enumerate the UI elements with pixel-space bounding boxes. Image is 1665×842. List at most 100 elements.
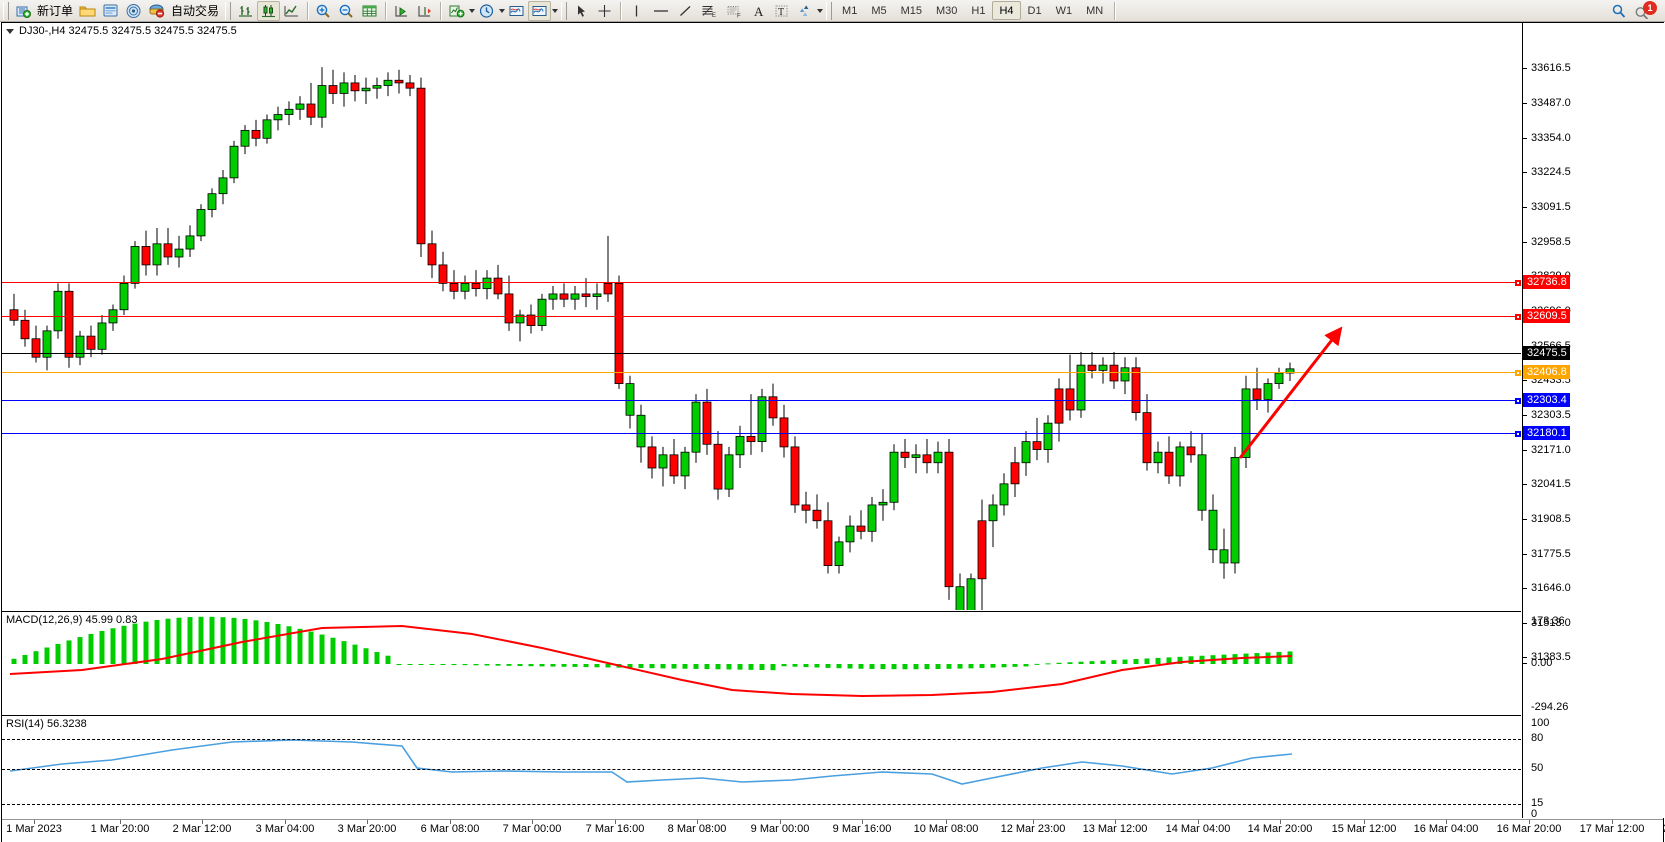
price-line-handle[interactable] [1515, 431, 1521, 437]
price-tag-resistance[interactable]: 32736.8 [1523, 275, 1570, 289]
candlestick [383, 72, 393, 97]
trendline-icon[interactable] [674, 1, 697, 21]
timeframe-m30[interactable]: M30 [936, 4, 958, 17]
vline-icon[interactable] [625, 1, 648, 21]
candlestick [1263, 378, 1273, 413]
line-chart-icon[interactable] [280, 1, 303, 21]
time-tick-label: 3 Mar 04:00 [255, 823, 315, 835]
data-window-icon[interactable] [358, 1, 381, 21]
add-indicator-dropdown-icon[interactable] [469, 8, 476, 13]
candlestick [20, 309, 30, 347]
period-icon[interactable] [475, 1, 498, 21]
timeframe-m1[interactable]: M1 [842, 4, 858, 17]
text-block-icon[interactable]: F [722, 1, 747, 21]
candlestick [735, 425, 745, 469]
macd-histogram-bar [814, 664, 820, 668]
macd-histogram-bar [11, 658, 17, 664]
objects-icon[interactable] [793, 1, 816, 21]
time-tick-mark [1529, 820, 1530, 824]
auto-trading-icon[interactable] [145, 1, 168, 21]
auto-trading-button[interactable]: 自动交易 [171, 4, 220, 18]
timeframe-h4[interactable]: H4 [992, 1, 1021, 20]
price-pane[interactable]: DJ30-,H4 32475.5 32475.5 32475.5 32475.5 [2, 23, 1521, 610]
folder-icon[interactable] [76, 1, 99, 21]
price-tag-resistance[interactable]: 32609.5 [1523, 309, 1570, 323]
timeframe-d1[interactable]: D1 [1027, 4, 1042, 17]
price-tag-current-price[interactable]: 32475.5 [1523, 346, 1570, 360]
price-tag-support[interactable]: 32303.4 [1523, 393, 1570, 407]
time-axis[interactable]: 1 Mar 2023 1 Mar 20:00 2 Mar 12:00 3 Mar 04… [2, 819, 1665, 842]
zoom-in-icon[interactable] [312, 1, 335, 21]
hline-icon[interactable] [648, 1, 674, 21]
templates-active-icon[interactable] [528, 0, 552, 21]
period-dropdown-icon[interactable] [499, 8, 506, 13]
chart-shift-icon[interactable] [413, 1, 436, 21]
timeframe-m15[interactable]: M15 [900, 4, 922, 17]
macd-histogram-bar [1276, 651, 1282, 664]
search-icon[interactable] [1607, 1, 1631, 21]
candlestick-chart-icon[interactable] [257, 0, 281, 21]
price-line-resistance[interactable] [2, 314, 1521, 320]
price-tick-mark [1523, 588, 1527, 589]
timeframe-m5[interactable]: M5 [871, 4, 887, 17]
price-line-handle[interactable] [1515, 280, 1521, 286]
price-line-support[interactable] [2, 398, 1521, 404]
price-tick-label: 33091.5 [1531, 201, 1571, 213]
templates-dropdown-icon[interactable] [552, 8, 559, 13]
candlestick [944, 438, 954, 600]
rsi-tick-label: 100 [1531, 717, 1550, 729]
auto-scroll-icon[interactable] [390, 1, 413, 21]
add-indicator-icon[interactable] [445, 1, 468, 21]
price-line-handle[interactable] [1515, 370, 1521, 376]
price-line-handle[interactable] [1515, 314, 1521, 320]
price-tag-support[interactable]: 32180.1 [1523, 426, 1570, 440]
price-tick-label: 31646.0 [1531, 582, 1571, 594]
price-line-current-price[interactable] [2, 353, 1521, 354]
timeframe-mn[interactable]: MN [1086, 4, 1104, 17]
macd-pane[interactable]: MACD(12,26,9) 45.99 0.83 [2, 611, 1521, 714]
candlestick [273, 106, 283, 131]
toolbar-separator-5 [1114, 1, 1116, 20]
candlestick [427, 230, 437, 279]
price-line-handle[interactable] [1515, 398, 1521, 404]
new-order-icon[interactable] [12, 1, 34, 21]
macd-histogram-bar [473, 664, 479, 666]
objects-dropdown-icon[interactable] [817, 8, 824, 13]
toolbar-grip-4[interactable] [826, 1, 833, 20]
price-tag-pivot[interactable]: 32406.8 [1523, 365, 1570, 379]
price-line-support[interactable] [2, 431, 1521, 437]
fibonacci-icon[interactable]: E [697, 1, 722, 21]
new-order-button[interactable]: 新订单 [37, 4, 74, 18]
zoom-out-icon[interactable] [335, 1, 358, 21]
timeframe-w1[interactable]: W1 [1055, 4, 1073, 17]
alerts-icon[interactable]: 1 [1631, 0, 1657, 21]
bar-chart-icon[interactable] [234, 1, 257, 21]
price-scale[interactable]: 33616.5 33487.0 33354.0 33224.5 33091.5 32958… [1522, 23, 1665, 820]
cursor-icon[interactable] [570, 1, 593, 21]
macd-histogram-bar [572, 664, 578, 667]
candlestick [988, 494, 998, 548]
label-icon[interactable]: T [770, 1, 793, 21]
candlestick [966, 573, 976, 610]
navigator-icon[interactable] [122, 1, 145, 21]
macd-signal-line [9, 624, 1293, 698]
crosshair-icon[interactable] [593, 1, 616, 21]
price-line-resistance[interactable] [2, 280, 1521, 286]
candlestick [229, 140, 239, 184]
toolbar-grip-2[interactable] [225, 1, 232, 20]
macd-histogram-bar [44, 647, 50, 664]
text-icon[interactable]: A [747, 1, 770, 21]
price-tick-label: 31775.5 [1531, 548, 1571, 560]
chart-workspace: DJ30-,H4 32475.5 32475.5 32475.5 32475.5… [0, 22, 1665, 842]
macd-histogram-bar [88, 633, 94, 664]
chart-menu-caret-icon[interactable] [6, 28, 14, 34]
rsi-pane[interactable]: RSI(14) 56.3238 [2, 715, 1521, 818]
market-watch-icon[interactable] [99, 1, 122, 21]
toolbar-grip[interactable] [3, 1, 9, 20]
price-line-pivot[interactable] [2, 370, 1521, 376]
templates-icon[interactable] [505, 1, 528, 21]
timeframe-h1[interactable]: H1 [971, 4, 986, 17]
candlestick [53, 283, 63, 339]
toolbar-grip-3[interactable] [561, 1, 568, 20]
candlestick [746, 394, 756, 455]
